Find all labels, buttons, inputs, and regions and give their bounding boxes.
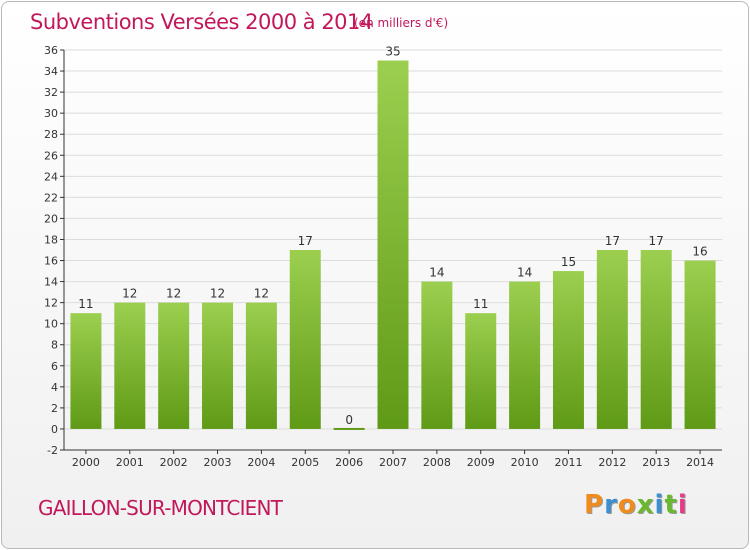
labels: -202468101214161820222426283032343611200… [44, 44, 714, 469]
logo-letter: o [617, 490, 637, 520]
bar [421, 281, 453, 429]
logo-letter: x [636, 490, 655, 520]
bar [640, 250, 672, 429]
y-tick-label: 16 [44, 255, 58, 268]
logo-letter: r [604, 490, 618, 520]
data-label: 12 [254, 287, 269, 301]
proxiti-logo: Proxiti [584, 490, 688, 520]
logo-letter: i [654, 490, 665, 520]
bar [158, 302, 190, 429]
x-tick-label: 2005 [291, 456, 319, 469]
bar [509, 281, 541, 429]
logo-letter: i [677, 490, 688, 520]
y-tick-label: 34 [44, 65, 58, 78]
y-tick-label: 28 [44, 128, 58, 141]
x-tick-label: 2002 [160, 456, 188, 469]
y-tick-label: 12 [44, 297, 58, 310]
y-tick-label: 30 [44, 107, 58, 120]
x-tick-label: 2011 [554, 456, 582, 469]
y-tick-label: 20 [44, 212, 58, 225]
y-tick-label: 2 [51, 402, 58, 415]
bar [245, 302, 277, 429]
x-tick-label: 2003 [204, 456, 232, 469]
data-label: 14 [429, 266, 444, 280]
data-label: 0 [345, 413, 353, 427]
x-tick-label: 2012 [598, 456, 626, 469]
data-label: 17 [298, 234, 313, 248]
data-label: 12 [166, 287, 181, 301]
data-label: 15 [561, 255, 576, 269]
y-tick-label: 18 [44, 233, 58, 246]
y-tick-label: 32 [44, 86, 58, 99]
data-label: 14 [517, 266, 532, 280]
bar [552, 271, 584, 429]
data-label: 11 [78, 297, 93, 311]
y-tick-label: -2 [47, 444, 58, 457]
bar [596, 250, 628, 429]
data-label: 12 [122, 287, 137, 301]
bar [377, 60, 409, 429]
x-tick-label: 2009 [467, 456, 495, 469]
chart-title: Subventions Versées 2000 à 2014 [30, 10, 373, 34]
bar [202, 302, 234, 429]
x-tick-label: 2014 [686, 456, 714, 469]
data-label: 17 [649, 234, 664, 248]
x-tick-label: 2007 [379, 456, 407, 469]
y-tick-label: 24 [44, 170, 58, 183]
bar [465, 313, 497, 429]
y-tick-label: 36 [44, 44, 58, 57]
data-label: 16 [692, 245, 707, 259]
x-tick-label: 2008 [423, 456, 451, 469]
x-tick-label: 2006 [335, 456, 363, 469]
y-tick-label: 26 [44, 149, 58, 162]
y-tick-label: 22 [44, 191, 58, 204]
chart-unit: (en milliers d'€) [354, 16, 449, 30]
logo-letter: t [664, 490, 678, 520]
y-tick-label: 14 [44, 276, 58, 289]
x-tick-label: 2010 [511, 456, 539, 469]
logo-letter: P [584, 490, 605, 520]
bar [70, 313, 102, 429]
data-label: 35 [385, 45, 400, 59]
y-tick-label: 0 [51, 423, 58, 436]
x-tick-label: 2001 [116, 456, 144, 469]
x-tick-label: 2013 [642, 456, 670, 469]
axes [60, 49, 722, 454]
y-tick-label: 4 [51, 381, 58, 394]
x-tick-label: 2004 [247, 456, 275, 469]
data-label: 11 [473, 297, 488, 311]
bars [70, 60, 716, 430]
y-tick-label: 10 [44, 318, 58, 331]
bar [333, 427, 365, 430]
y-tick-label: 8 [51, 339, 58, 352]
bar [684, 260, 716, 429]
bar [114, 302, 146, 429]
data-label: 17 [605, 234, 620, 248]
x-tick-label: 2000 [72, 456, 100, 469]
y-tick-label: 6 [51, 360, 58, 373]
commune-name: GAILLON-SUR-MONTCIENT [38, 496, 283, 520]
data-label: 12 [210, 287, 225, 301]
bar [289, 250, 321, 429]
